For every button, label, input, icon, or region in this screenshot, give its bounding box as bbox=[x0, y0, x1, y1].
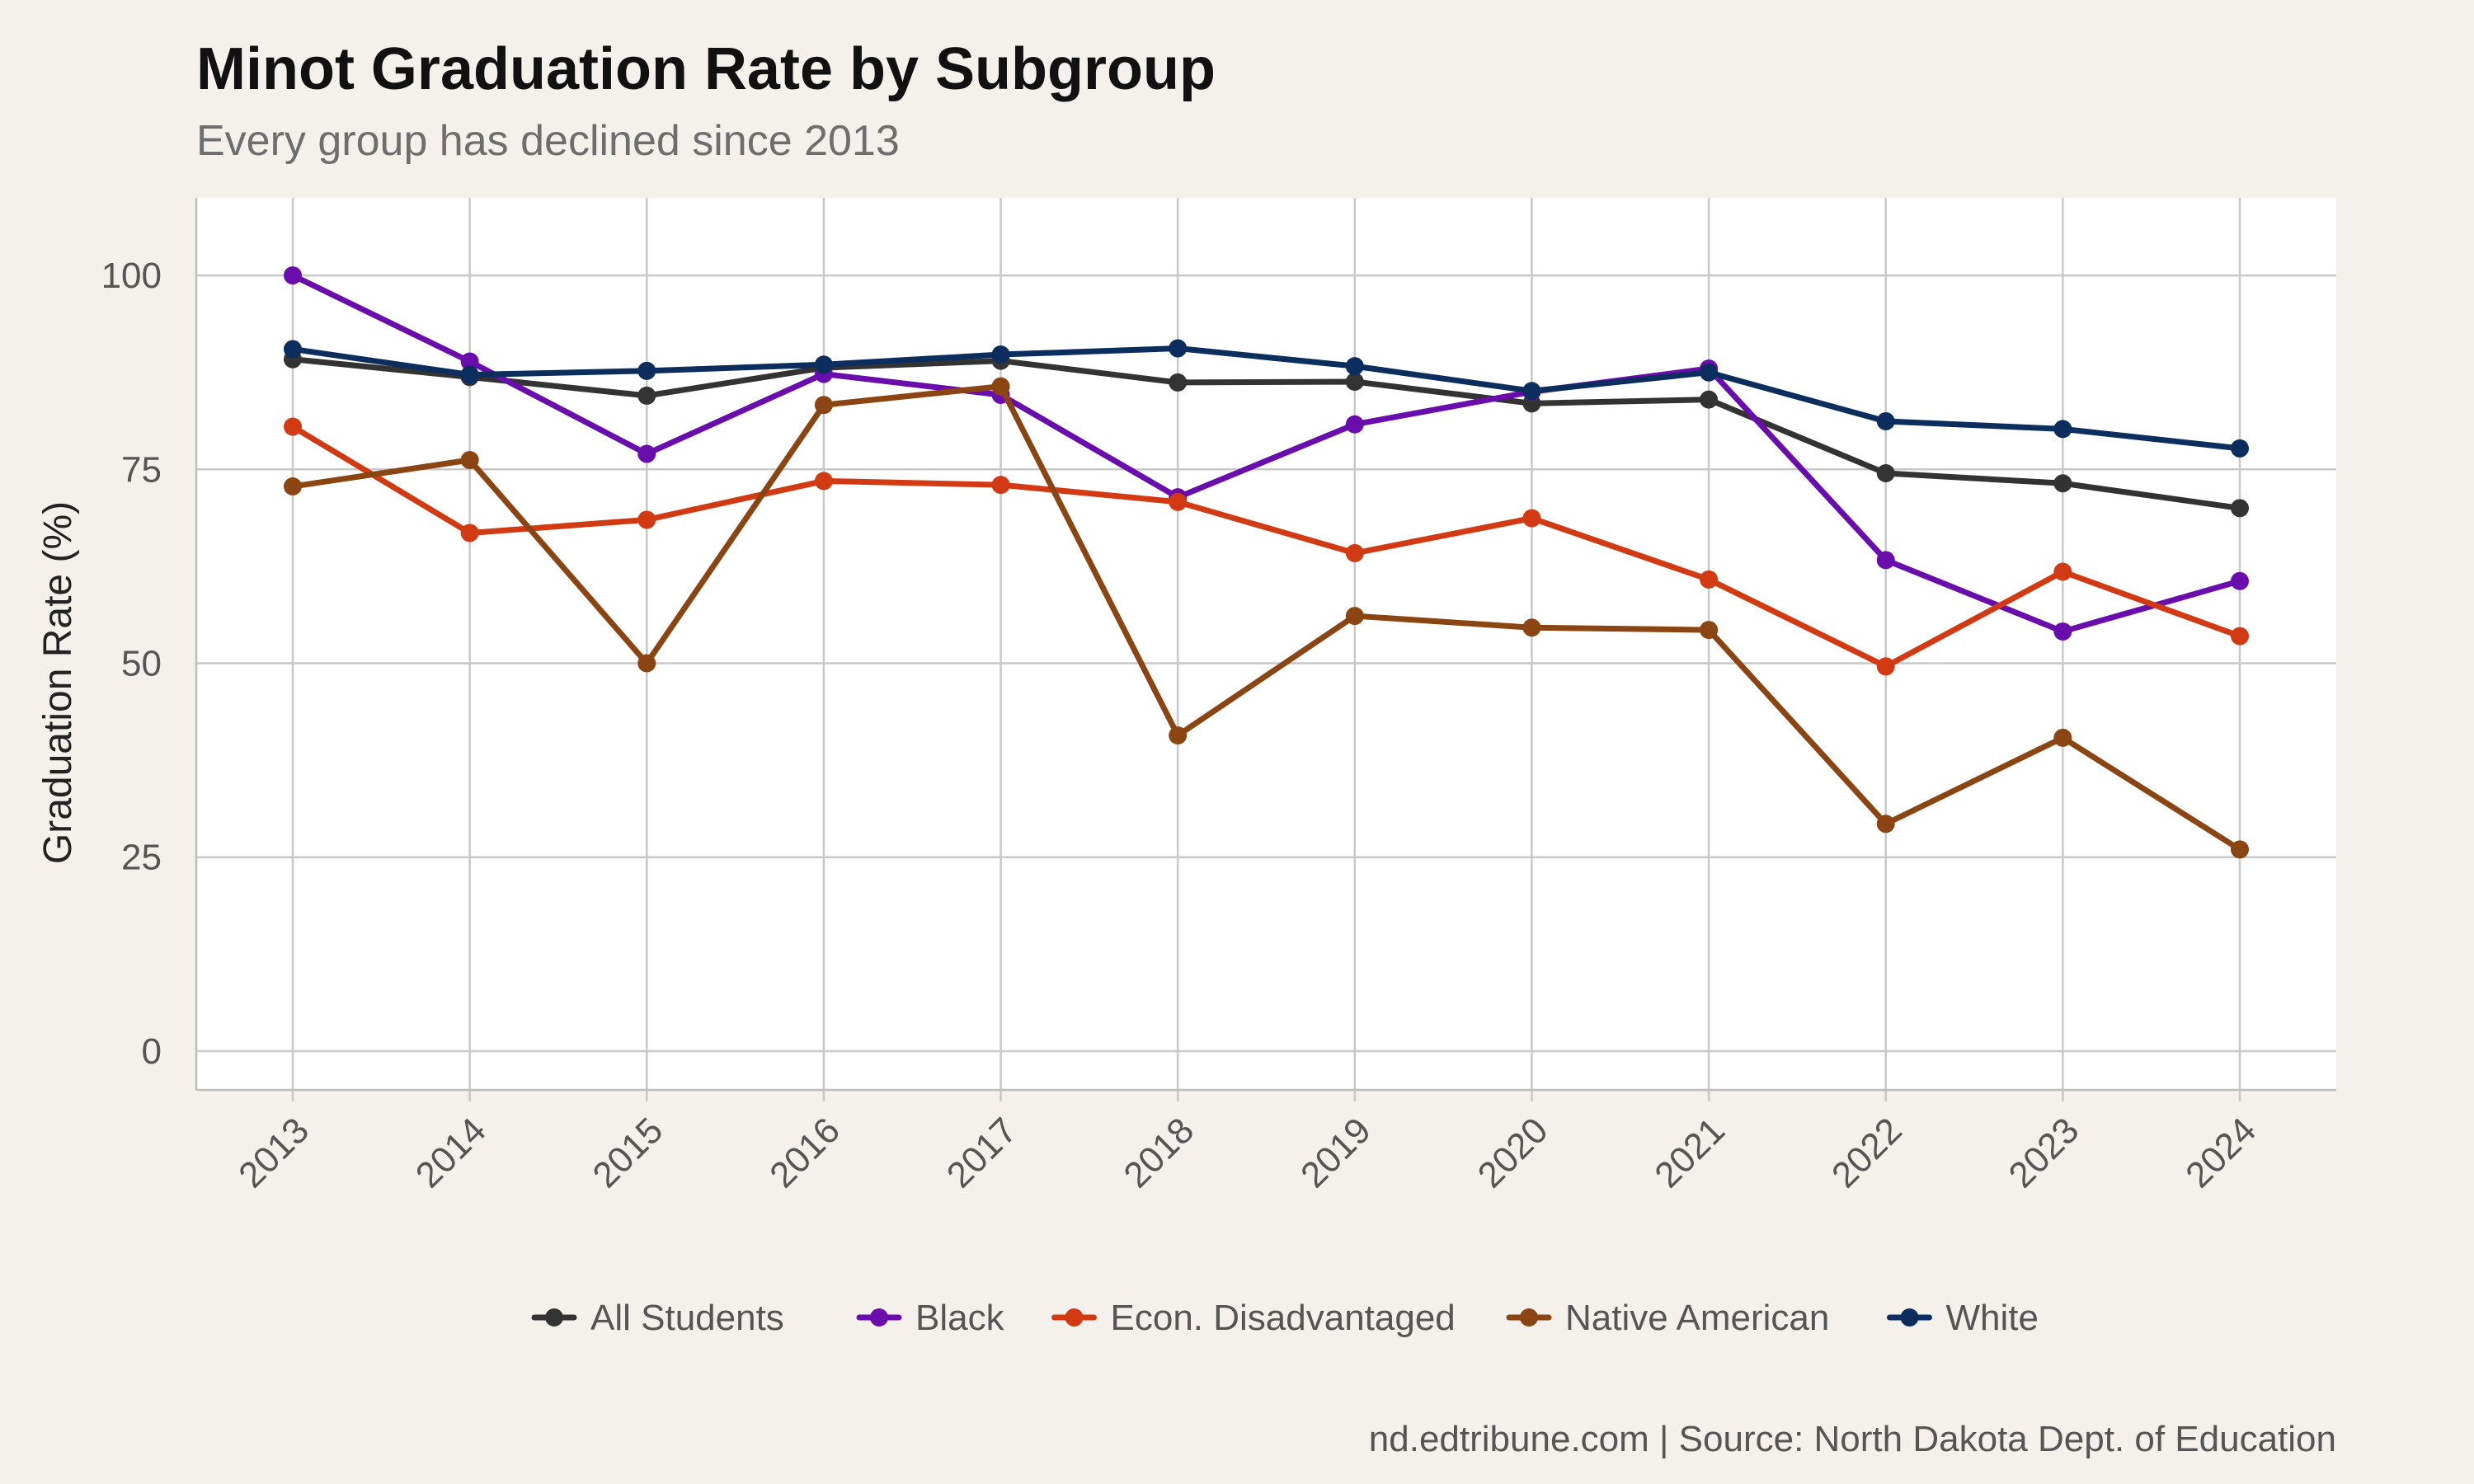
data-point-white bbox=[460, 365, 479, 384]
x-tick-label: 2015 bbox=[585, 1110, 670, 1195]
data-point-all-students bbox=[1169, 373, 1188, 392]
legend-item-econ-disadvantaged: Econ. Disadvantaged bbox=[1051, 1298, 1456, 1338]
x-tick-label: 2020 bbox=[1470, 1110, 1556, 1195]
data-point-all-students bbox=[1700, 390, 1719, 409]
legend-key-point bbox=[1065, 1308, 1084, 1327]
data-point-econ-disadvantaged bbox=[2231, 627, 2249, 646]
legend: All Students Black Econ. Disadvantaged Nati… bbox=[531, 1298, 2039, 1338]
data-point-econ-disadvantaged bbox=[1700, 570, 1719, 589]
data-point-white bbox=[1876, 411, 1895, 430]
data-point-white bbox=[2231, 439, 2249, 458]
data-point-econ-disadvantaged bbox=[2053, 562, 2072, 581]
data-point-econ-disadvantaged bbox=[1169, 492, 1188, 511]
series-line-all-students bbox=[289, 356, 2243, 511]
data-point-econ-disadvantaged bbox=[814, 472, 833, 491]
data-point-black bbox=[637, 444, 656, 463]
legend-item-white: White bbox=[1887, 1298, 2039, 1338]
data-point-econ-disadvantaged bbox=[637, 510, 656, 529]
legend-label: Black bbox=[915, 1298, 1005, 1338]
data-point-native-american bbox=[1522, 618, 1541, 637]
series-line-econ-disadvantaged bbox=[289, 424, 2243, 669]
data-point-black bbox=[1876, 551, 1895, 570]
y-tick-label: 25 bbox=[121, 838, 162, 878]
x-tick-label: 2022 bbox=[1824, 1110, 1910, 1195]
chart-title: Minot Graduation Rate by Subgroup bbox=[196, 36, 1216, 102]
series-line-white bbox=[289, 345, 2243, 452]
data-point-econ-disadvantaged bbox=[284, 417, 302, 436]
series-line-native-american bbox=[289, 383, 2243, 852]
legend-label: Native American bbox=[1565, 1298, 1829, 1338]
y-axis-label: Graduation Rate (%) bbox=[36, 501, 80, 864]
data-point-white bbox=[284, 340, 302, 359]
x-tick-label: 2016 bbox=[762, 1110, 848, 1195]
data-point-all-students bbox=[637, 386, 656, 405]
data-point-black bbox=[2053, 622, 2072, 641]
legend-label: White bbox=[1946, 1298, 2039, 1338]
legend-label: Econ. Disadvantaged bbox=[1111, 1298, 1456, 1338]
data-point-native-american bbox=[1345, 607, 1364, 626]
data-point-econ-disadvantaged bbox=[460, 524, 479, 542]
y-tick-label: 0 bbox=[142, 1031, 162, 1072]
data-point-econ-disadvantaged bbox=[1345, 543, 1364, 562]
data-point-white bbox=[991, 345, 1010, 364]
data-point-white bbox=[1522, 382, 1541, 401]
data-point-native-american bbox=[460, 451, 479, 470]
data-point-black bbox=[284, 266, 302, 285]
legend-item-black: Black bbox=[856, 1298, 1005, 1338]
data-point-white bbox=[814, 355, 833, 374]
data-point-native-american bbox=[284, 477, 302, 496]
chart-subtitle: Every group has declined since 2013 bbox=[196, 117, 900, 165]
data-point-white bbox=[1169, 339, 1188, 358]
y-tick-label: 75 bbox=[121, 449, 162, 490]
data-point-white bbox=[2053, 420, 2072, 439]
data-point-white bbox=[1345, 357, 1364, 376]
series-line-black bbox=[289, 272, 2243, 635]
data-point-native-american bbox=[2053, 728, 2072, 747]
data-point-econ-disadvantaged bbox=[1876, 657, 1895, 676]
x-tick-label: 2013 bbox=[231, 1110, 317, 1195]
x-tick-label: 2014 bbox=[408, 1110, 494, 1195]
data-point-econ-disadvantaged bbox=[991, 476, 1010, 495]
plot-panel bbox=[196, 198, 2336, 1090]
data-point-econ-disadvantaged bbox=[1522, 509, 1541, 528]
data-point-all-students bbox=[1345, 372, 1364, 391]
legend-item-all-students: All Students bbox=[531, 1298, 784, 1338]
x-tick-label: 2024 bbox=[2178, 1110, 2264, 1195]
data-point-native-american bbox=[814, 396, 833, 415]
legend-key-point bbox=[1900, 1308, 1919, 1327]
data-point-black bbox=[460, 352, 479, 371]
legend-label: All Students bbox=[590, 1298, 784, 1338]
data-point-native-american bbox=[637, 654, 656, 673]
series-layer bbox=[284, 266, 2249, 859]
data-point-native-american bbox=[2231, 840, 2249, 859]
data-point-black bbox=[2231, 571, 2249, 590]
data-point-white bbox=[1700, 363, 1719, 382]
legend-item-native-american: Native American bbox=[1506, 1298, 1829, 1338]
x-tick-label: 2021 bbox=[1647, 1110, 1733, 1195]
x-tick-label: 2019 bbox=[1293, 1110, 1379, 1195]
legend-key-point bbox=[870, 1308, 888, 1327]
data-point-native-american bbox=[991, 377, 1010, 396]
y-tick-label: 50 bbox=[121, 644, 162, 684]
x-tick-label: 2017 bbox=[939, 1110, 1025, 1195]
data-point-all-students bbox=[1876, 464, 1895, 483]
data-point-native-american bbox=[1876, 815, 1895, 834]
legend-key-point bbox=[1520, 1308, 1538, 1327]
legend-key-point bbox=[545, 1308, 563, 1327]
data-point-all-students bbox=[2231, 499, 2249, 518]
data-point-black bbox=[1345, 415, 1364, 434]
x-tick-label: 2018 bbox=[1116, 1110, 1202, 1195]
y-tick-label: 100 bbox=[101, 256, 162, 296]
data-point-all-students bbox=[2053, 474, 2072, 493]
data-point-white bbox=[637, 361, 656, 380]
x-tick-label: 2023 bbox=[2001, 1110, 2087, 1195]
data-point-native-american bbox=[1700, 621, 1719, 640]
data-point-native-american bbox=[1169, 726, 1188, 745]
chart-caption: nd.edtribune.com | Source: North Dakota … bbox=[1369, 1419, 2336, 1459]
